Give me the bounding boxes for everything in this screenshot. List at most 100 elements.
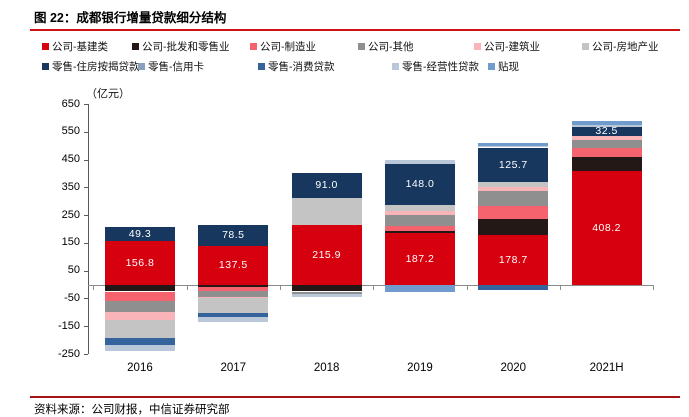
x-axis-zero-line (88, 285, 654, 286)
bar-segment-公司-制造业-2017 (198, 287, 269, 292)
bar-segment-零售-住房按揭贷款-2021H: 32.5 (571, 125, 642, 138)
y-axis-tick-label: -50 (64, 291, 80, 304)
legend-item-贴现: 贴现 (488, 60, 519, 73)
x-axis-category-label: 2017 (220, 362, 247, 374)
legend-item-零售-信用卡: 零售-信用卡 (138, 60, 204, 73)
bar-segment-公司-其他-2019 (384, 214, 455, 226)
bar-segment-贴现-2019 (384, 284, 455, 293)
bar-segment-公司-建筑业-2020 (478, 186, 549, 191)
y-axis-tick-label: 550 (61, 125, 80, 138)
bar-data-label: 215.9 (312, 248, 342, 261)
bar-segment-公司-批发和零售业-2021H (571, 157, 642, 172)
x-axis-tick (559, 286, 561, 290)
figure-title: 图 22：成都银行增量贷款细分结构 (34, 11, 227, 25)
bar-segment-公司-房地产业-2017 (198, 298, 269, 313)
legend-item-零售-经营性贷款: 零售-经营性贷款 (392, 60, 479, 73)
bar-segment-公司-其他-2016 (104, 301, 175, 313)
bar-segment-公司-批发和零售业-2019 (384, 230, 455, 233)
bar-segment-零售-住房按揭贷款-2018: 91.0 (291, 172, 362, 198)
y-axis-tick-label: 250 (61, 208, 80, 221)
y-axis-tick-label: 650 (61, 97, 80, 110)
legend-item-公司-批发和零售业: 公司-批发和零售业 (132, 40, 230, 53)
bar-segment-公司-制造业-2021H (571, 147, 642, 158)
legend-label: 贴现 (498, 60, 519, 73)
x-axis-tick (466, 286, 468, 290)
bar-segment-公司-建筑业-2017 (198, 297, 269, 299)
y-axis-tick (84, 298, 88, 300)
legend-item-公司-其他: 公司-其他 (358, 40, 414, 53)
bar-segment-公司-房地产业-2018 (291, 197, 362, 225)
bar-segment-公司-批发和零售业-2017 (198, 284, 269, 288)
bar-segment-零售-经营性贷款-2019 (384, 160, 455, 164)
bar-segment-公司-建筑业-2016 (104, 312, 175, 321)
bar-segment-公司-基建类-2019: 187.2 (384, 232, 455, 285)
x-axis-category-label: 2019 (407, 362, 433, 374)
y-axis-tick-label: 350 (61, 180, 80, 193)
bar-segment-贴现-2021H (571, 120, 642, 125)
bar-segment-零售-住房按揭贷款-2017: 78.5 (198, 224, 269, 247)
legend-label: 公司-建筑业 (484, 40, 540, 53)
y-axis-tick (84, 270, 88, 272)
legend-label: 零售-消费贷款 (268, 60, 335, 73)
bar-segment-公司-批发和零售业-2020 (478, 218, 549, 235)
y-axis-tick-label: -150 (57, 319, 80, 332)
y-axis-tick-label: -250 (57, 347, 80, 360)
y-axis-tick (84, 187, 88, 189)
legend-label: 零售-信用卡 (148, 60, 204, 73)
x-axis-tick (186, 286, 188, 290)
bar-segment-零售-经营性贷款-2021H (571, 124, 642, 127)
legend-item-公司-建筑业: 公司-建筑业 (474, 40, 540, 53)
x-axis-category-label: 2018 (313, 362, 340, 374)
bar-segment-公司-房地产业-2020 (478, 182, 549, 187)
bar-data-label: 78.5 (222, 229, 245, 242)
legend-label: 公司-其他 (368, 40, 414, 53)
bar-data-label: 91.0 (315, 179, 338, 192)
legend-item-公司-房地产业: 公司-房地产业 (582, 40, 659, 53)
bar-data-label: 178.7 (498, 253, 528, 266)
bar-segment-公司-基建类-2021H: 408.2 (571, 171, 642, 285)
source-note: 资料来源：公司财报，中信证券研究部 (34, 404, 230, 416)
legend-swatch-icon (258, 62, 265, 70)
bar-segment-零售-经营性贷款-2017 (198, 316, 269, 322)
x-axis-category-label: 2016 (127, 362, 153, 374)
source-divider-rule (30, 396, 680, 398)
bar-segment-公司-房地产业-2016 (104, 320, 175, 338)
bar-segment-公司-制造业-2016 (104, 291, 175, 302)
legend-label: 公司-批发和零售业 (142, 40, 230, 53)
bar-data-label: 125.7 (498, 158, 528, 171)
bar-data-label: 137.5 (218, 259, 248, 272)
bar-segment-零售-经营性贷款-2020 (478, 145, 549, 148)
x-axis-tick (373, 286, 375, 290)
legend-swatch-icon (42, 42, 49, 50)
legend-swatch-icon (250, 42, 257, 50)
bar-data-label: 408.2 (592, 221, 621, 234)
bar-segment-公司-其他-2020 (478, 190, 549, 206)
legend-label: 公司-基建类 (52, 40, 108, 53)
x-axis-tick (93, 286, 95, 290)
bar-segment-公司-基建类-2020: 178.7 (478, 234, 549, 285)
legend-item-零售-消费贷款: 零售-消费贷款 (258, 60, 335, 73)
bar-segment-公司-制造业-2020 (478, 205, 549, 219)
legend-swatch-icon (42, 62, 49, 70)
legend-swatch-icon (358, 42, 365, 50)
bar-segment-公司-其他-2017 (198, 291, 269, 298)
bar-segment-零售-住房按揭贷款-2019: 148.0 (384, 163, 455, 206)
bar-segment-公司-建筑业-2021H (571, 135, 642, 140)
y-axis-tick (84, 326, 88, 328)
y-axis-tick (84, 104, 88, 105)
bar-data-label: 148.0 (405, 178, 435, 191)
bar-data-label: 32.5 (595, 125, 618, 138)
bar-segment-公司-基建类-2018: 215.9 (291, 224, 362, 285)
x-axis-tick (279, 286, 281, 290)
x-axis-tick (653, 286, 655, 290)
y-axis-tick (84, 131, 88, 133)
y-axis-tick (84, 215, 88, 217)
legend-swatch-icon (138, 62, 145, 70)
legend-swatch-icon (582, 42, 589, 50)
bar-segment-零售-消费贷款-2016 (104, 337, 175, 345)
bar-segment-零售-消费贷款-2020 (478, 284, 549, 291)
legend-item-零售-住房按揭贷款: 零售-住房按揭贷款 (42, 60, 140, 73)
y-axis-tick-label: 50 (67, 264, 80, 277)
bar-segment-公司-基建类-2016: 156.8 (104, 241, 175, 285)
